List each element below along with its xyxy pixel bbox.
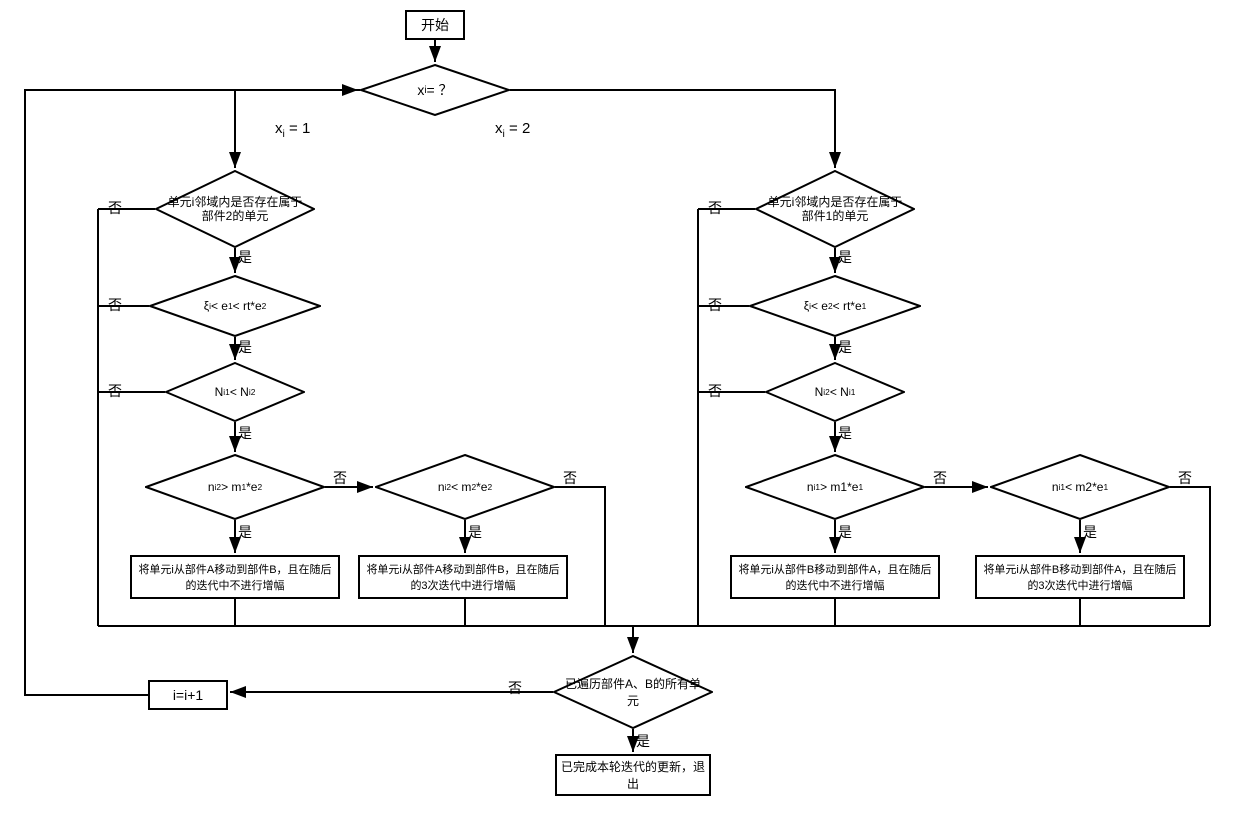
branch-left-label: xi = 1	[275, 120, 310, 140]
a-l2: 将单元i从部件A移动到部件B，且在随后的3次迭代中进行增幅	[358, 555, 568, 599]
d-r4: ni1 > m1*e1	[745, 454, 925, 520]
d-l4: ni2 > m1*e2	[145, 454, 325, 520]
lbl: 否	[108, 295, 122, 315]
xi-decision: xi = ？	[360, 64, 510, 116]
d-l3: Ni1 < Ni2	[165, 362, 305, 422]
end-node: 已完成本轮迭代的更新，退出	[555, 754, 711, 796]
lbl: 否	[108, 381, 122, 401]
increment-node: i=i+1	[148, 680, 228, 710]
branch-right-label: xi = 2	[495, 120, 530, 140]
d-r3: Ni2 < Ni1	[765, 362, 905, 422]
lbl: 否	[563, 468, 577, 488]
lbl: 是	[238, 423, 252, 443]
lbl: 否	[708, 381, 722, 401]
lbl: 否	[933, 468, 947, 488]
a-r2: 将单元i从部件B移动到部件A，且在随后的3次迭代中进行增幅	[975, 555, 1185, 599]
d-l2: ξi < e1 < rt*e2	[149, 275, 321, 337]
d-r1: 单元i邻域内是否存在属于部件1的单元	[755, 170, 915, 248]
lbl: 否	[333, 468, 347, 488]
lbl: 否	[708, 198, 722, 218]
lbl: 否	[708, 295, 722, 315]
lbl: 是	[838, 423, 852, 443]
lbl: 是	[838, 522, 852, 542]
lbl: 是	[1083, 522, 1097, 542]
lbl: 是	[238, 247, 252, 267]
lbl: 否	[108, 198, 122, 218]
lbl: 是	[468, 522, 482, 542]
lbl: 是	[838, 337, 852, 357]
lbl: 是	[238, 522, 252, 542]
lbl: 是	[636, 731, 650, 751]
a-l1: 将单元i从部件A移动到部件B，且在随后的迭代中不进行增幅	[130, 555, 340, 599]
lbl: 是	[838, 247, 852, 267]
start-node: 开始	[405, 10, 465, 40]
d-r2: ξi < e2 < rt*e1	[749, 275, 921, 337]
d-l5: ni2 < m2*e2	[375, 454, 555, 520]
lbl: 是	[238, 337, 252, 357]
d-done: 已遍历部件A、B的所有单元	[553, 655, 713, 729]
lbl: 否	[508, 678, 522, 698]
a-r1: 将单元i从部件B移动到部件A，且在随后的迭代中不进行增幅	[730, 555, 940, 599]
lbl: 否	[1178, 468, 1192, 488]
d-r5: ni1 < m2*e1	[990, 454, 1170, 520]
d-l1: 单元i邻域内是否存在属于部件2的单元	[155, 170, 315, 248]
